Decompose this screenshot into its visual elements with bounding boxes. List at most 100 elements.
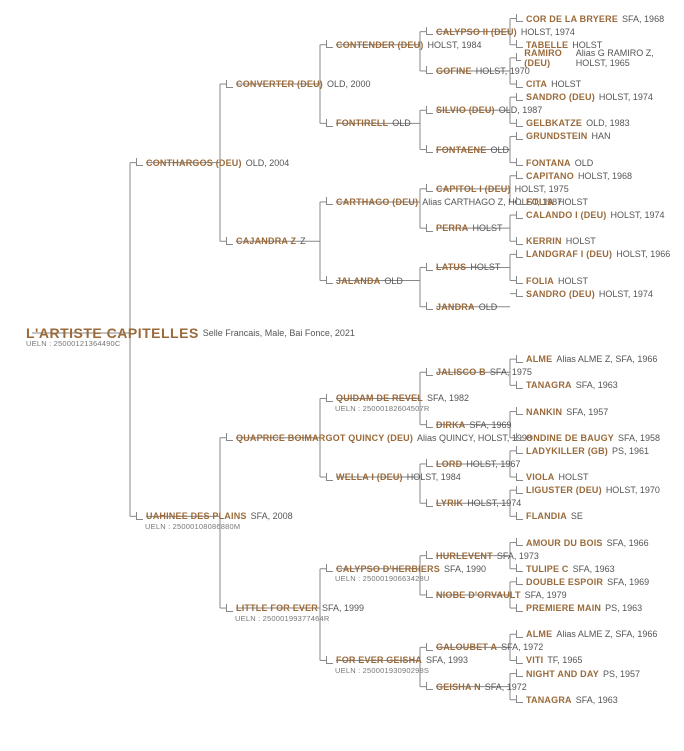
horse-detail: SFA, 1963: [576, 380, 618, 390]
horse-detail: OLD: [575, 158, 594, 168]
pedigree-node: LANDGRAF I (DEU) HOLST, 1966: [516, 248, 670, 261]
ueln-label: UELN : 25000190663428U: [335, 574, 429, 583]
horse-detail: OLD, 2000: [327, 79, 371, 89]
pedigree-tree: L'ARTISTE CAPITELLES Selle Francais, Mal…: [8, 12, 672, 739]
horse-name: FLANDIA: [526, 511, 567, 521]
pedigree-node: KERRIN HOLST: [516, 235, 596, 248]
bracket-corner-icon: [426, 106, 433, 114]
pedigree-node: NANKIN SFA, 1957: [516, 405, 608, 418]
horse-name: FOLIA: [526, 276, 554, 286]
pedigree-node: CALANDO I (DEU) HOLST, 1974: [516, 209, 665, 222]
horse-name: JALANDA: [336, 276, 380, 286]
horse-name: CONTENDER (DEU): [336, 40, 424, 50]
bracket-corner-icon: [426, 66, 433, 74]
horse-detail: HOLST, 1967: [466, 459, 520, 469]
pedigree-node: ALME Alias ALME Z, SFA, 1966: [516, 628, 657, 641]
horse-name: UAHINEE DES PLAINS: [146, 511, 247, 521]
horse-name: JALISCO B: [436, 367, 486, 377]
horse-detail: SFA, 1972: [485, 682, 527, 692]
bracket-corner-icon: [326, 473, 333, 481]
pedigree-node: GALOUBET A SFA, 1972: [426, 641, 543, 654]
bracket-corner-icon: [426, 459, 433, 467]
horse-detail: HOLST, 1966: [616, 249, 670, 259]
horse-name: CALYPSO D'HERBIERS: [336, 564, 440, 574]
pedigree-node: NIOBE D'ORVAULT SFA, 1979: [426, 588, 567, 601]
bracket-corner-icon: [516, 407, 523, 415]
horse-detail: OLD, 1983: [586, 118, 630, 128]
horse-detail: HOLST: [473, 223, 503, 233]
horse-name: QUAPRICE BOIMARGOT QUINCY (DEU): [236, 433, 413, 443]
horse-name: GELBKATZE: [526, 118, 582, 128]
bracket-corner-icon: [516, 80, 523, 88]
pedigree-node: CAJANDRA Z Z: [226, 235, 306, 248]
bracket-corner-icon: [426, 302, 433, 310]
pedigree-node: CITA HOLST: [516, 78, 581, 91]
bracket-corner-icon: [326, 276, 333, 284]
horse-name: LATUS: [436, 262, 466, 272]
horse-name: LADYKILLER (GB): [526, 446, 608, 456]
horse-name: NIGHT AND DAY: [526, 669, 599, 679]
pedigree-node: JALISCO B SFA, 1975: [426, 366, 532, 379]
pedigree-node: PREMIERE MAIN PS, 1963: [516, 602, 642, 615]
horse-name: WELLA I (DEU): [336, 472, 403, 482]
pedigree-node: JANDRA OLD: [426, 300, 497, 313]
horse-name: CITA: [526, 79, 547, 89]
horse-name: TANAGRA: [526, 695, 572, 705]
pedigree-node: TANAGRA SFA, 1963: [516, 693, 618, 706]
horse-detail: PS, 1957: [603, 669, 640, 679]
bracket-corner-icon: [516, 446, 523, 454]
bracket-corner-icon: [136, 512, 143, 520]
bracket-corner-icon: [426, 682, 433, 690]
ueln-label: UELN : 25000193090298S: [335, 666, 429, 675]
horse-detail: SFA, 1957: [566, 407, 608, 417]
horse-detail: SFA, 1972: [501, 642, 543, 652]
horse-detail: SFA, 1982: [427, 393, 469, 403]
horse-name: TANAGRA: [526, 380, 572, 390]
horse-name: FONTIRELL: [336, 118, 388, 128]
horse-detail: SFA, 2008: [251, 511, 293, 521]
bracket-corner-icon: [516, 473, 523, 481]
bracket-corner-icon: [516, 289, 523, 297]
pedigree-node: AMOUR DU BOIS SFA, 1966: [516, 536, 649, 549]
horse-name: ALME: [526, 354, 552, 364]
bracket-corner-icon: [516, 486, 523, 494]
horse-name: FOLIA: [526, 197, 554, 207]
bracket-corner-icon: [516, 14, 523, 22]
horse-detail: OLD: [490, 145, 509, 155]
pedigree-node: FONTIRELL OLD: [326, 117, 411, 130]
horse-name: NANKIN: [526, 407, 562, 417]
bracket-corner-icon: [426, 499, 433, 507]
horse-detail: HOLST, 1984: [407, 472, 461, 482]
horse-detail: OLD: [392, 118, 411, 128]
horse-detail: OLD: [479, 302, 498, 312]
bracket-corner-icon: [516, 695, 523, 703]
horse-name: VIOLA: [526, 472, 555, 482]
bracket-corner-icon: [426, 27, 433, 35]
horse-detail: SFA, 1999: [322, 603, 364, 613]
horse-detail: TF, 1965: [547, 655, 582, 665]
pedigree-node: LADYKILLER (GB) PS, 1961: [516, 444, 649, 457]
bracket-corner-icon: [326, 119, 333, 127]
horse-detail: SFA, 1993: [426, 655, 468, 665]
pedigree-node: LATUS HOLST: [426, 261, 500, 274]
ueln-label: UELN : 25000182604507R: [335, 404, 429, 413]
horse-detail: PS, 1961: [612, 446, 649, 456]
bracket-corner-icon: [516, 171, 523, 179]
pedigree-node: GEISHA N SFA, 1972: [426, 680, 527, 693]
bracket-corner-icon: [226, 237, 233, 245]
horse-detail: SFA, 1973: [497, 551, 539, 561]
pedigree-node: DIRKA SFA, 1969: [426, 418, 512, 431]
bracket-corner-icon: [426, 643, 433, 651]
horse-detail: HOLST: [551, 79, 581, 89]
pedigree-node: CONTENDER (DEU) HOLST, 1984: [326, 38, 482, 51]
bracket-corner-icon: [226, 433, 233, 441]
bracket-corner-icon: [326, 394, 333, 402]
bracket-corner-icon: [516, 119, 523, 127]
horse-detail: PS, 1963: [605, 603, 642, 613]
pedigree-node: RAMIRO (DEU) Alias G RAMIRO Z, HOLST, 19…: [516, 51, 672, 64]
horse-name: CAJANDRA Z: [236, 236, 296, 246]
bracket-corner-icon: [516, 604, 523, 612]
ueln-label: UELN : 25000108086880M: [145, 522, 240, 531]
horse-name: JANDRA: [436, 302, 475, 312]
horse-detail: OLD: [384, 276, 403, 286]
